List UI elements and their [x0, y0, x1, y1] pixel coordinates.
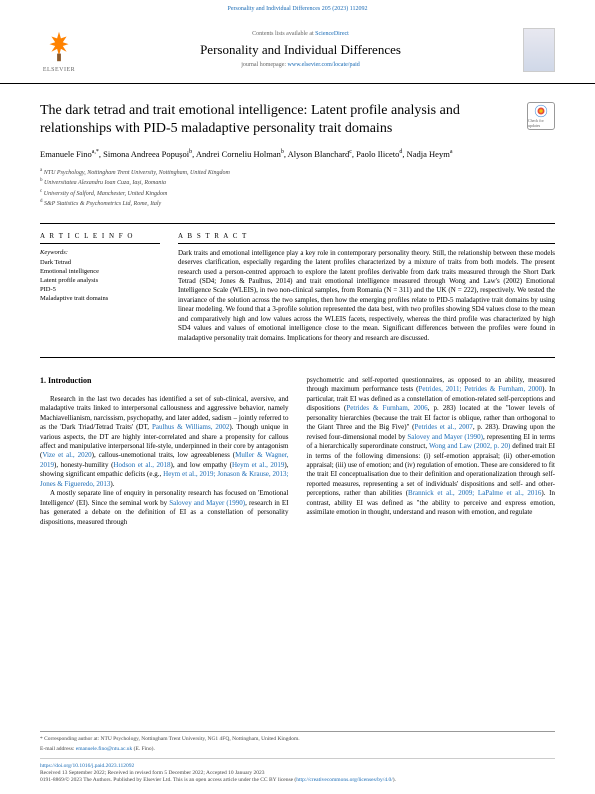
article-info-block: A R T I C L E I N F O Keywords: Dark Tet…	[40, 232, 160, 343]
elsevier-logo: ELSEVIER	[40, 27, 78, 73]
affiliations: a NTU Psychology, Nottingham Trent Unive…	[40, 167, 555, 209]
journal-homepage: journal homepage: www.elsevier.com/locat…	[78, 62, 523, 68]
article-info-label: A R T I C L E I N F O	[40, 232, 160, 244]
abstract-block: A B S T R A C T Dark traits and emotiona…	[178, 232, 555, 343]
article-title: The dark tetrad and trait emotional inte…	[40, 102, 517, 138]
column-left: 1. Introduction Research in the last two…	[40, 376, 289, 527]
journal-header: ELSEVIER Contents lists available at Sci…	[0, 14, 595, 84]
page-footer: * Corresponding author at: NTU Psycholog…	[40, 731, 555, 784]
column-right: psychometric and self-reported questionn…	[307, 376, 556, 527]
intro-paragraph-1: Research in the last two decades has ide…	[40, 395, 289, 489]
homepage-prefix: journal homepage:	[241, 62, 287, 68]
intro-paragraph-2: A mostly separate line of enquiry in per…	[40, 489, 289, 527]
contents-prefix: Contents lists available at	[252, 31, 315, 37]
copyright-end: ).	[393, 777, 396, 783]
journal-cover-thumbnail	[523, 28, 555, 72]
copyright-line: 0191-8869/© 2023 The Authors. Published …	[40, 777, 555, 784]
body-columns: 1. Introduction Research in the last two…	[40, 376, 555, 527]
journal-name: Personality and Individual Differences	[78, 42, 523, 58]
abstract-text: Dark traits and emotional intelligence p…	[178, 249, 555, 343]
authors: Emanuele Finoa,*, Simona Andreea Popușoi…	[40, 148, 555, 161]
crossmark-label: Check for updates	[528, 118, 554, 128]
intro-paragraph-3: psychometric and self-reported questionn…	[307, 376, 556, 518]
keywords-list: Dark TetradEmotional intelligenceLatent …	[40, 258, 160, 303]
contents-line: Contents lists available at ScienceDirec…	[78, 31, 523, 37]
sciencedirect-link[interactable]: ScienceDirect	[315, 31, 349, 37]
crossmark-icon	[534, 104, 548, 118]
email-link[interactable]: emanuele.fino@ntu.ac.uk	[76, 746, 133, 752]
doi-link[interactable]: https://doi.org/10.1016/j.paid.2023.1120…	[40, 763, 134, 769]
elsevier-label: ELSEVIER	[43, 67, 75, 73]
email-suffix: (E. Fino).	[132, 746, 155, 752]
abstract-label: A B S T R A C T	[178, 232, 555, 244]
homepage-link[interactable]: www.elsevier.com/locate/paid	[288, 62, 360, 68]
email-label: E-mail address:	[40, 746, 76, 752]
crossmark-badge[interactable]: Check for updates	[527, 102, 555, 130]
running-citation: Personality and Individual Differences 2…	[0, 0, 595, 14]
keywords-label: Keywords:	[40, 249, 160, 256]
corresponding-author: * Corresponding author at: NTU Psycholog…	[40, 736, 555, 743]
received-line: Received 13 September 2022; Received in …	[40, 770, 555, 777]
copyright-text: 0191-8869/© 2023 The Authors. Published …	[40, 777, 296, 783]
elsevier-tree-icon	[40, 27, 78, 65]
intro-heading: 1. Introduction	[40, 376, 289, 387]
email-line: E-mail address: emanuele.fino@ntu.ac.uk …	[40, 746, 555, 753]
cc-license-link[interactable]: http://creativecommons.org/licenses/by/4…	[296, 777, 392, 783]
